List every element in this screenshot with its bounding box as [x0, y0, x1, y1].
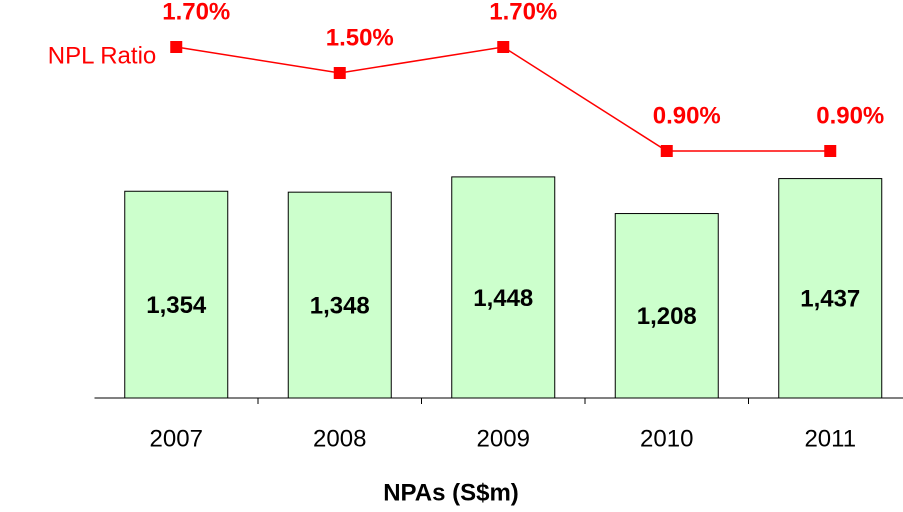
x-tick-label: 2011 [804, 425, 856, 452]
marker [824, 145, 837, 157]
bar-value-label: 1,348 [310, 292, 370, 319]
line-value-label: 0.90% [816, 102, 884, 129]
x-tick-label: 2007 [150, 425, 203, 452]
bar [287, 191, 392, 399]
x-axis-title: NPAs (S$m) [383, 479, 519, 506]
x-tick-label: 2008 [313, 425, 366, 452]
bar-value-label: 1,208 [637, 303, 697, 330]
marker [170, 41, 183, 53]
legend-label: NPL Ratio [48, 42, 157, 69]
bar-value-label: 1,448 [473, 285, 533, 312]
line-value-label: 1.50% [326, 24, 394, 51]
bar [124, 190, 229, 399]
line [176, 46, 831, 152]
bar [451, 176, 556, 399]
line-value-label: 1.70% [162, 0, 230, 25]
marker [333, 67, 346, 79]
bar [614, 213, 719, 399]
bar-value-label: 1,354 [146, 292, 207, 319]
line-value-label: 1.70% [489, 0, 557, 25]
bar [778, 178, 883, 399]
marker [660, 145, 673, 157]
x-tick-label: 2009 [477, 425, 530, 452]
bar-value-label: 1,437 [800, 286, 860, 313]
marker [497, 41, 510, 53]
line-value-label: 0.90% [653, 102, 721, 129]
x-tick-label: 2010 [640, 425, 693, 452]
